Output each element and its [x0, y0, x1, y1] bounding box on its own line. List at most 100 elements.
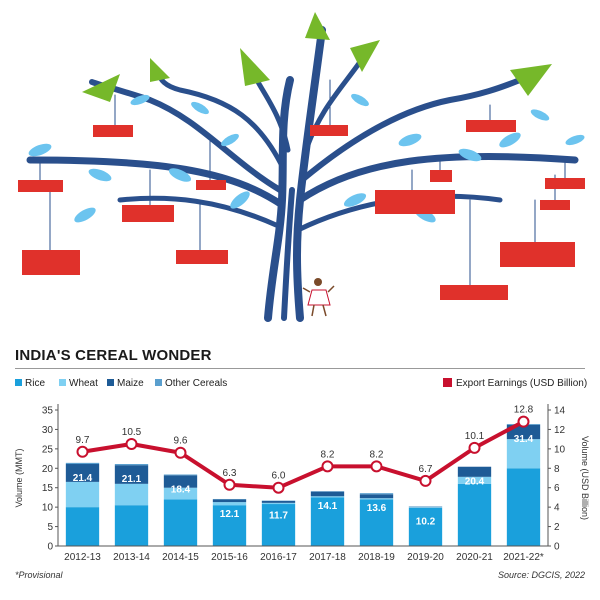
bar-segment-2 — [163, 475, 198, 488]
export-point-label: 6.3 — [223, 468, 237, 479]
bar-total-label: 21.4 — [73, 473, 93, 484]
bar-segment-0 — [65, 507, 100, 546]
legend-swatch-export — [443, 378, 452, 387]
right-tick-label: 8 — [554, 464, 560, 475]
grain-container-icon — [18, 120, 585, 300]
tree-icon — [26, 26, 579, 322]
bar-segment-2 — [65, 464, 100, 482]
x-tick-label: 2021-22* — [503, 552, 544, 563]
export-point-label: 10.1 — [465, 431, 485, 442]
legend-swatch-0 — [15, 379, 22, 386]
bar-segment-1 — [114, 483, 149, 506]
bar-segment-0 — [408, 507, 443, 546]
left-tick-label: 10 — [42, 503, 54, 514]
source-note: Source: DGCIS, 2022 — [497, 570, 585, 580]
bar-segment-1 — [408, 507, 443, 508]
legend-label-2: Maize — [117, 378, 144, 389]
right-tick-label: 10 — [554, 444, 566, 455]
x-tick-label: 2017-18 — [309, 552, 346, 563]
bar-segment-0 — [212, 505, 247, 546]
bar-total-label: 11.7 — [269, 511, 288, 522]
export-point-label: 9.7 — [76, 435, 90, 446]
bar-segment-0 — [359, 499, 394, 546]
export-point — [517, 415, 530, 428]
bar-segment-0 — [506, 468, 541, 546]
legend-swatch-3 — [155, 379, 162, 386]
bar-segment-1 — [310, 496, 345, 498]
export-point-label: 10.5 — [122, 427, 142, 438]
export-point — [125, 438, 138, 450]
bar-segment-3 — [359, 493, 394, 495]
bar-segment-2 — [114, 465, 149, 484]
right-axis-title: Volume (USD Billion) — [580, 436, 590, 520]
bar-total-label: 20.4 — [465, 477, 485, 488]
cereal-export-chart: Rice Wheat Maize Other Cereals Export Earnin… — [14, 378, 590, 563]
export-point — [419, 474, 432, 487]
left-axis: 0 5 10 15 20 25 30 35 Volume (MMT) — [14, 404, 59, 553]
x-axis: 2012-13 2013-14 2014-15 2015-16 2016-17 2017-… — [58, 545, 548, 563]
bar-segment-1 — [506, 439, 541, 469]
x-tick-label: 2015-16 — [211, 552, 248, 563]
bar-segment-3 — [163, 474, 198, 476]
bar-segment-1 — [163, 487, 198, 500]
bar-segment-3 — [65, 462, 100, 465]
bar-segment-0 — [457, 483, 492, 546]
export-point-label: 9.6 — [174, 436, 188, 447]
x-tick-label: 2014-15 — [162, 552, 199, 563]
export-point — [321, 460, 334, 473]
right-tick-label: 12 — [554, 425, 566, 436]
export-line-path — [82, 419, 525, 490]
bar-segment-0 — [261, 504, 296, 546]
x-tick-label: 2016-17 — [260, 552, 297, 563]
bar-total-label: 18.4 — [171, 485, 191, 496]
bar-segment-2 — [261, 500, 296, 503]
left-axis-title: Volume (MMT) — [14, 448, 24, 507]
chart-title: INDIA'S CEREAL WONDER — [15, 347, 212, 364]
bar-labels: 21.4 21.1 18.4 12.1 11.7 14.1 13.6 10.2 20.4 31.4 — [73, 434, 534, 527]
left-tick-label: 15 — [42, 483, 54, 494]
bar-segment-0 — [163, 499, 198, 546]
x-tick-label: 2018-19 — [358, 552, 395, 563]
right-tick-label: 4 — [554, 503, 560, 514]
export-line: 9.7 10.5 9.6 6.3 6.0 8.2 8.2 6.7 10.1 12.8 — [76, 405, 534, 494]
export-point — [272, 481, 285, 494]
bar-segment-2 — [359, 494, 394, 499]
legend-label-0: Rice — [25, 378, 45, 389]
legend-label-1: Wheat — [69, 378, 98, 389]
export-point — [76, 445, 89, 458]
export-point — [370, 460, 383, 473]
leaf-icon — [28, 93, 585, 223]
export-point-label: 8.2 — [321, 449, 335, 460]
growth-arrow-icon — [82, 12, 552, 102]
legend-label-export: Export Earnings (USD Billion) — [456, 378, 587, 389]
bar-segment-0 — [310, 497, 345, 546]
bar-segment-1 — [359, 498, 394, 500]
export-point-label: 6.0 — [272, 471, 286, 482]
left-tick-label: 5 — [47, 522, 53, 533]
left-tick-label: 25 — [42, 444, 54, 455]
legend-swatch-2 — [107, 379, 114, 386]
bar-segment-2 — [212, 499, 247, 503]
export-point — [223, 478, 236, 491]
tree-illustration — [18, 12, 585, 322]
right-tick-label: 2 — [554, 522, 560, 533]
right-tick-label: 14 — [554, 406, 566, 417]
export-point — [174, 446, 187, 459]
legend-swatch-1 — [59, 379, 66, 386]
bar-segment-3 — [114, 464, 149, 466]
farmer-figure-icon — [302, 278, 335, 317]
bar-total-label: 13.6 — [367, 503, 387, 514]
footnote: *Provisional — [15, 570, 63, 580]
bar-segment-1 — [261, 502, 296, 505]
legend: Rice Wheat Maize Other Cereals Export Earnin… — [15, 378, 587, 389]
bar-segment-1 — [65, 481, 100, 508]
export-point-label: 12.8 — [514, 405, 534, 416]
bar-segment-1 — [457, 476, 492, 484]
left-tick-label: 0 — [47, 542, 53, 553]
right-tick-label: 0 — [554, 542, 560, 553]
bar-segment-2 — [457, 466, 492, 477]
right-axis: 0 2 4 6 8 10 12 14 Volume (USD Billion) — [547, 404, 590, 553]
bar-total-label: 12.1 — [220, 509, 240, 520]
x-tick-label: 2013-14 — [113, 552, 150, 563]
bar-total-label: 10.2 — [416, 516, 436, 527]
